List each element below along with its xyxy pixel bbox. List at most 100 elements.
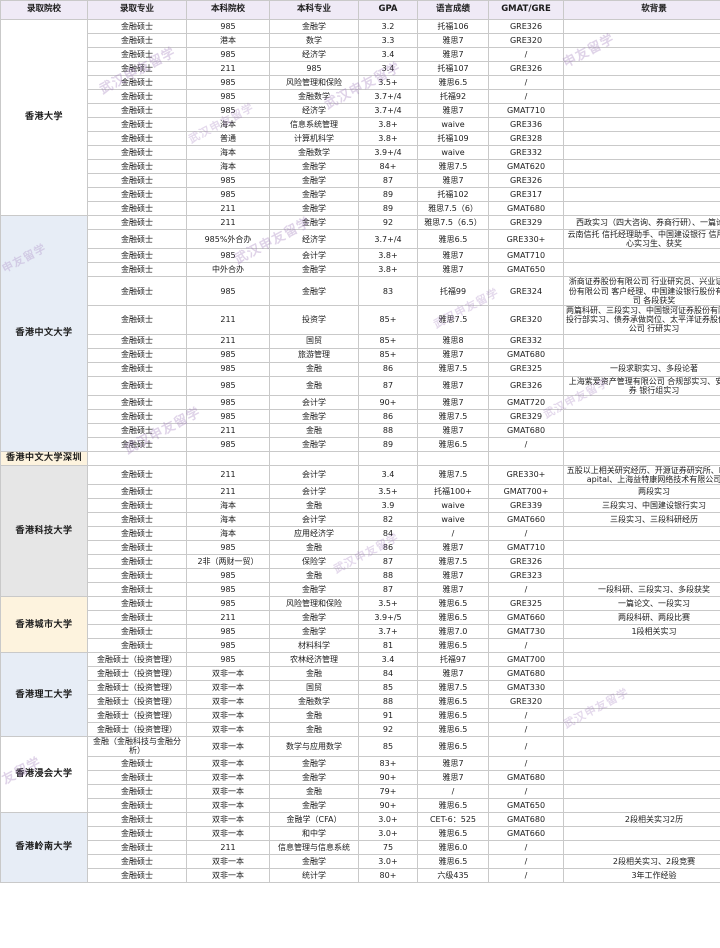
- cell-3: 82: [358, 512, 418, 528]
- cell-6: [563, 450, 720, 466]
- cell-1: 985: [186, 408, 270, 424]
- cell-6: [563, 540, 720, 556]
- cell-1: 海本: [186, 145, 270, 160]
- table-row: 香港岭南大学 金融硕士 双非一本 金融学（CFA） 3.0+ CET-6：525 GMAT6…: [0, 811, 720, 883]
- col-undergrad-school: 本科院校: [186, 0, 270, 20]
- cell-5: GRE320: [488, 694, 564, 710]
- cell-3: 83+: [358, 755, 418, 771]
- table-row: 金融硕士 211 国贸 85+ 雅思8 GRE332: [1, 333, 720, 349]
- cell-6: 上海紫爱资产管理有限公司 合规部实习、安证证券 银行组实习: [563, 375, 720, 396]
- cell-4: 雅思7: [417, 422, 489, 438]
- cell-0: 金融硕士: [87, 215, 187, 230]
- table-row: 金融硕士 985 金融学 3.7+ 雅思7.0 GMAT730 1段相关实习: [1, 624, 720, 640]
- cell-5: GRE330+: [488, 228, 564, 250]
- cell-5: GRE323: [488, 568, 564, 584]
- cell-5: GRE328: [488, 131, 564, 146]
- cell-6: [563, 145, 720, 160]
- table-row: 金融硕士 985%外合办 经济学 3.7+/4 雅思6.5 GRE330+ 云南信托 信托经…: [1, 228, 720, 250]
- cell-0: 金融硕士: [87, 484, 187, 500]
- table-row: 金融硕士 海本 金融数学 3.9+/4 waive GRE332: [1, 145, 720, 160]
- cell-0: 金融硕士: [87, 304, 187, 335]
- table-row: 金融硕士 海本 金融学 84+ 雅思7.5 GMAT620: [1, 159, 720, 174]
- cell-3: 88: [358, 568, 418, 584]
- cell-6: [563, 825, 720, 841]
- table-row: 金融硕士 985 金融学 86 雅思7.5 GRE329: [1, 408, 720, 424]
- cell-2: 数学: [269, 33, 359, 48]
- cell-4: 雅思7: [417, 582, 489, 598]
- cell-3: 3.0+: [358, 853, 418, 869]
- cell-0: 金融硕士: [87, 33, 187, 48]
- cell-4: 雅思6.5: [417, 596, 489, 612]
- cell-6: [563, 201, 720, 216]
- cell-1: 海本: [186, 159, 270, 174]
- cell-0: 金融硕士（投资管理）: [87, 722, 187, 738]
- cell-3: 85+: [358, 304, 418, 335]
- cell-1: 985: [186, 540, 270, 556]
- cell-4: 托福109: [417, 131, 489, 146]
- cell-5: GMAT710: [488, 248, 564, 264]
- cell-5: /: [488, 526, 564, 542]
- cell-2: 金融学: [269, 853, 359, 869]
- cell-2: 金融学: [269, 19, 359, 34]
- table-row: 香港理工大学 金融硕士（投资管理） 985 农林经济管理 3.4 托福97 GMAT700: [0, 652, 720, 738]
- cell-3: 3.7+/4: [358, 103, 418, 118]
- school-cell: 香港岭南大学: [0, 811, 88, 883]
- cell-3: 89: [358, 187, 418, 202]
- cell-4: 六级435: [417, 867, 489, 883]
- cell-0: [87, 450, 187, 466]
- cell-0: 金融硕士: [87, 436, 187, 452]
- cell-4: 托福100+: [417, 484, 489, 500]
- cell-6: 3年工作经验: [563, 867, 720, 883]
- cell-4: 雅思7: [417, 248, 489, 264]
- cell-5: GMAT680: [488, 769, 564, 785]
- cell-1: 双非一本: [186, 853, 270, 869]
- table-row: 金融硕士 双非一本 和中学 3.0+ 雅思6.5 GMAT660: [1, 825, 720, 841]
- cell-6: [563, 173, 720, 188]
- cell-4: CET-6：525: [417, 811, 489, 827]
- cell-3: 84+: [358, 159, 418, 174]
- cell-3: 3.8+: [358, 131, 418, 146]
- col-background: 软背景: [563, 0, 720, 20]
- cell-2: 国贸: [269, 680, 359, 696]
- cell-4: 雅思7: [417, 33, 489, 48]
- cell-5: [488, 450, 564, 466]
- cell-2: 金融学: [269, 769, 359, 785]
- cell-3: 89: [358, 436, 418, 452]
- cell-3: 3.4: [358, 652, 418, 668]
- school-cell: 香港浸会大学: [0, 736, 88, 813]
- cell-0: 金融硕士: [87, 47, 187, 62]
- table-row: 金融硕士（投资管理） 双非一本 国贸 85 雅思7.5 GMAT330: [1, 680, 720, 696]
- cell-6: 三段实习、中国建设银行实习: [563, 498, 720, 514]
- table-row: 金融硕士 海本 信息系统管理 3.8+ waive GRE336: [1, 117, 720, 132]
- cell-2: 金融: [269, 708, 359, 724]
- cell-6: 一段求职实习、多段论著: [563, 361, 720, 377]
- cell-4: 雅思7: [417, 394, 489, 410]
- cell-2: 金融学: [269, 215, 359, 230]
- cell-1: 985: [186, 103, 270, 118]
- table-row: 金融硕士 211 投资学 85+ 雅思7.5 GRE320 两篇科研、三段实习、中国银河证券…: [1, 304, 720, 335]
- cell-0: 金融硕士: [87, 811, 187, 827]
- cell-4: 雅思6.5: [417, 638, 489, 654]
- cell-4: 雅思7: [417, 568, 489, 584]
- cell-1: 海本: [186, 117, 270, 132]
- cell-1: 211: [186, 464, 270, 486]
- cell-6: [563, 722, 720, 738]
- cell-4: 雅思7.5: [417, 680, 489, 696]
- cell-1: 985: [186, 596, 270, 612]
- cell-4: 托福106: [417, 19, 489, 34]
- cell-4: 托福97: [417, 652, 489, 668]
- cell-1: [186, 450, 270, 466]
- cell-2: 经济学: [269, 47, 359, 62]
- cell-0: 金融硕士: [87, 159, 187, 174]
- table-row: 金融硕士 985 经济学 3.7+/4 雅思7 GMAT710: [1, 103, 720, 118]
- cell-5: GMAT730: [488, 624, 564, 640]
- cell-1: 985: [186, 347, 270, 363]
- cell-4: 托福99: [417, 276, 489, 306]
- cell-4: 雅思7: [417, 666, 489, 682]
- cell-6: [563, 333, 720, 349]
- cell-5: /: [488, 708, 564, 724]
- cell-6: [563, 159, 720, 174]
- cell-6: [563, 797, 720, 813]
- cell-4: 雅思7.5: [417, 554, 489, 570]
- cell-5: GRE332: [488, 333, 564, 349]
